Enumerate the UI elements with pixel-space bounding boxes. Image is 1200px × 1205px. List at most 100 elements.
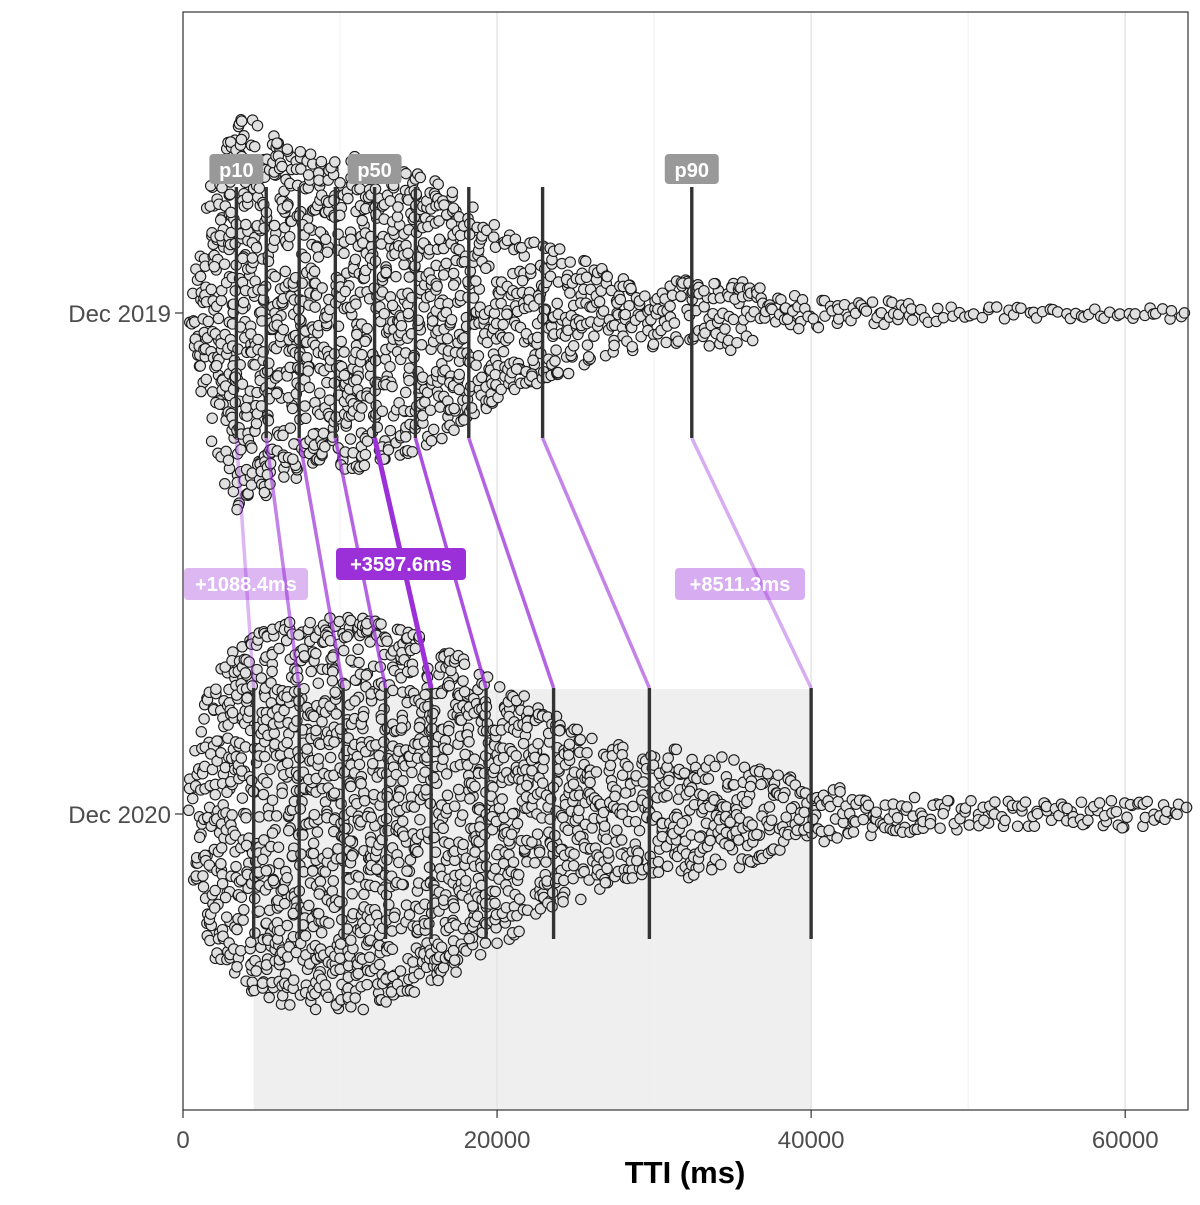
data-point — [304, 616, 316, 629]
data-point — [303, 222, 315, 234]
data-point — [345, 934, 357, 946]
data-point — [319, 440, 331, 453]
data-point — [240, 812, 252, 824]
data-point — [999, 814, 1011, 827]
data-point — [413, 721, 426, 734]
delta-label-p10: +1088.4ms — [184, 568, 308, 600]
data-point — [440, 257, 453, 270]
data-point — [183, 804, 195, 817]
data-point — [329, 686, 341, 698]
data-point — [206, 386, 219, 398]
data-point — [792, 322, 805, 335]
data-point — [761, 768, 774, 780]
data-point — [335, 335, 347, 348]
data-point — [270, 810, 283, 822]
data-point — [253, 905, 266, 917]
data-point — [395, 722, 408, 734]
data-point — [598, 820, 611, 832]
data-point — [436, 432, 448, 445]
data-point — [307, 847, 320, 860]
data-point — [937, 311, 950, 324]
data-point — [277, 429, 289, 442]
data-point — [341, 630, 353, 643]
data-point — [395, 319, 408, 332]
x-tick-label: 40000 — [778, 1127, 845, 1154]
data-point — [1180, 801, 1193, 814]
data-point — [468, 753, 481, 765]
data-point — [728, 754, 740, 766]
data-point — [586, 732, 598, 745]
data-point — [315, 155, 328, 168]
data-point — [390, 270, 402, 283]
data-point — [906, 314, 919, 326]
data-point — [357, 1003, 370, 1016]
data-point — [235, 944, 247, 957]
data-point — [197, 870, 209, 882]
delta-label-p50: +3597.6ms — [336, 548, 466, 580]
data-point — [210, 359, 223, 372]
data-point — [488, 219, 501, 231]
data-point — [438, 199, 450, 211]
data-point — [376, 405, 389, 417]
data-point — [209, 788, 222, 801]
data-point — [268, 219, 281, 232]
data-point — [321, 246, 334, 258]
data-point — [1129, 308, 1141, 320]
data-point — [463, 736, 475, 748]
data-point — [294, 145, 307, 158]
data-point — [834, 785, 846, 798]
data-point — [437, 822, 449, 835]
data-point — [1116, 822, 1128, 834]
data-point — [304, 148, 317, 160]
data-point — [355, 777, 367, 790]
data-point — [194, 360, 207, 372]
data-point — [231, 923, 243, 936]
data-point — [358, 459, 371, 472]
data-point — [450, 966, 462, 978]
data-point — [279, 265, 292, 278]
data-point — [633, 824, 646, 837]
data-point — [271, 137, 283, 149]
data-point — [533, 846, 546, 859]
data-point — [812, 321, 825, 334]
data-point — [1121, 811, 1133, 824]
data-point — [512, 869, 525, 881]
data-point — [754, 282, 766, 294]
data-point — [338, 369, 351, 382]
data-point — [447, 267, 460, 280]
data-point — [562, 824, 574, 837]
data-point — [284, 999, 296, 1011]
data-point — [392, 201, 404, 213]
data-point — [338, 247, 350, 260]
data-point — [349, 253, 362, 266]
data-point — [215, 294, 228, 307]
data-point — [407, 956, 419, 968]
data-point — [328, 787, 341, 799]
data-point — [932, 302, 944, 315]
data-point — [564, 256, 576, 268]
data-point — [1093, 797, 1106, 809]
data-point — [295, 163, 307, 175]
data-point — [272, 841, 285, 853]
data-point — [309, 1003, 322, 1016]
data-point — [437, 269, 450, 281]
data-point — [599, 876, 612, 889]
data-point — [442, 724, 455, 737]
data-point — [219, 891, 232, 904]
data-point — [327, 875, 340, 887]
delta-label-p90: +8511.3ms — [675, 568, 805, 600]
data-point — [452, 783, 465, 796]
data-point — [581, 339, 594, 351]
data-point — [505, 828, 518, 841]
data-point — [386, 380, 398, 393]
data-point — [319, 979, 332, 991]
data-point — [460, 875, 472, 887]
data-point — [350, 298, 362, 310]
data-point — [407, 665, 419, 677]
data-point — [287, 974, 300, 986]
data-point — [550, 344, 562, 356]
data-point — [358, 795, 371, 807]
data-point — [891, 812, 904, 824]
data-point — [258, 750, 271, 763]
data-point — [470, 359, 482, 371]
